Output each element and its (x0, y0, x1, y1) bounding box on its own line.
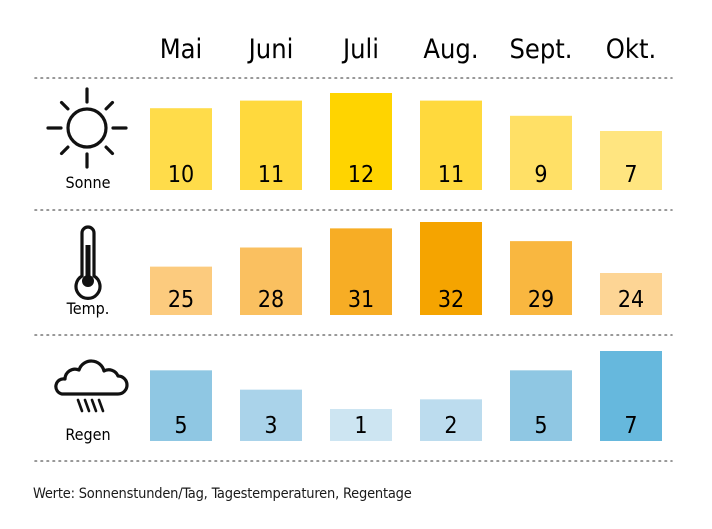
bar-value-label: 1 (354, 413, 367, 439)
rain-drop (76, 398, 84, 413)
sun-ray (59, 145, 70, 156)
bar (240, 100, 302, 190)
month-label: Juli (341, 34, 379, 65)
rain-drop (83, 398, 91, 413)
series-sonne: 10 11 12 11 9 7 (150, 93, 662, 190)
bar (330, 228, 392, 315)
bar (150, 266, 212, 315)
bar-value-label: 3 (264, 413, 277, 439)
bar (510, 115, 572, 190)
row-label: Temp. (66, 299, 110, 318)
bar (420, 399, 482, 441)
bar (150, 108, 212, 190)
row-label: Regen (65, 425, 110, 444)
bar-value-label: 32 (438, 287, 464, 313)
bar (600, 273, 662, 315)
bar (330, 409, 392, 441)
bar (330, 93, 392, 190)
series-temp: 25 28 31 32 29 24 (150, 222, 662, 315)
sun-icon (46, 87, 128, 169)
sun-disc (66, 107, 108, 149)
thermometer-icon (74, 225, 102, 300)
sun-ray (104, 145, 115, 156)
bar-value-label: 5 (534, 413, 547, 439)
bar-value-label: 24 (618, 287, 644, 313)
bar (150, 370, 212, 441)
thermometer-outline (74, 225, 102, 300)
month-label: Mai (160, 34, 203, 65)
thermometer-bulb (82, 275, 94, 287)
bar-value-label: 11 (258, 162, 284, 188)
month-label: Sept. (509, 34, 572, 65)
sun-ray (104, 100, 115, 111)
bar-value-label: 12 (348, 162, 374, 188)
bar-value-label: 9 (534, 162, 547, 188)
bar-value-label: 29 (528, 287, 554, 313)
bar-value-label: 28 (258, 287, 284, 313)
bar (510, 241, 572, 315)
month-label: Aug. (423, 34, 478, 65)
bar (240, 389, 302, 441)
month-label: Juni (247, 34, 294, 65)
row-label: Sonne (65, 173, 110, 192)
bar-value-label: 11 (438, 162, 464, 188)
sun-ray (59, 100, 70, 111)
footnote: Werte: Sonnenstunden/Tag, Tagestemperatu… (33, 486, 412, 502)
bar-value-label: 5 (174, 413, 187, 439)
bar (510, 370, 572, 441)
bar-value-label: 25 (168, 287, 194, 313)
bar (600, 131, 662, 190)
rain-cloud-icon (54, 359, 129, 413)
rain-drop (97, 398, 105, 413)
bar-value-label: 31 (348, 287, 374, 313)
bar-value-label: 7 (624, 162, 637, 188)
bar (240, 247, 302, 315)
month-label: Okt. (606, 34, 656, 65)
rain-drop (90, 398, 98, 413)
cloud (54, 359, 129, 396)
thermometer-column (85, 245, 91, 281)
bar (600, 351, 662, 441)
bar-value-label: 10 (168, 162, 194, 188)
series-regen: 5 3 1 2 5 7 (150, 351, 662, 441)
bar (420, 222, 482, 315)
bar-value-label: 2 (444, 413, 457, 439)
bar (420, 100, 482, 190)
bar-value-label: 7 (624, 413, 637, 439)
